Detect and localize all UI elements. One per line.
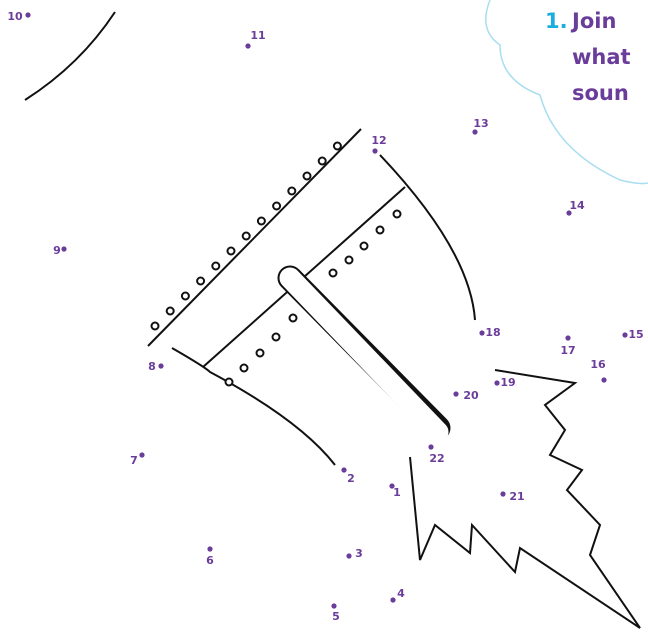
hole: [288, 188, 295, 195]
hole: [182, 293, 189, 300]
instruction-line: Join: [570, 9, 616, 33]
dot-label: 17: [560, 344, 575, 357]
dot-label: 22: [429, 452, 444, 465]
hole: [377, 227, 384, 234]
instruction-line: what: [572, 45, 631, 69]
dot: [207, 546, 212, 551]
hole: [226, 379, 233, 386]
hole: [152, 323, 159, 330]
hole: [334, 143, 341, 150]
dot: [472, 129, 477, 134]
dot-label: 20: [463, 389, 479, 402]
hole: [319, 158, 326, 165]
dot-label: 12: [371, 134, 386, 147]
instruction-number: 1.: [545, 9, 568, 33]
dot-label: 4: [397, 587, 405, 600]
dot: [453, 391, 458, 396]
dot-label: 9: [53, 244, 61, 257]
dot: [479, 330, 484, 335]
dot: [565, 335, 570, 340]
dot: [372, 148, 377, 153]
instruction-line: soun: [572, 81, 629, 105]
dot: [346, 553, 351, 558]
dot: [61, 246, 66, 251]
dot-label: 11: [250, 29, 265, 42]
dot-label: 8: [148, 360, 156, 373]
rocket-drawing: [25, 12, 640, 628]
dot: [601, 377, 606, 382]
dot-label: 18: [485, 326, 500, 339]
hole: [257, 350, 264, 357]
dot: [622, 332, 627, 337]
hole: [346, 257, 353, 264]
dot-label: 14: [569, 199, 585, 212]
dot-label: 5: [332, 610, 340, 623]
dot-label: 10: [7, 10, 23, 23]
hole: [273, 203, 280, 210]
dot-label: 19: [500, 376, 515, 389]
worksheet: 1. Join what soun 1234567891011121314151…: [0, 0, 648, 635]
dot-label: 6: [206, 554, 214, 567]
dot-label: 2: [347, 472, 355, 485]
hole: [228, 248, 235, 255]
hole: [273, 334, 280, 341]
hole: [394, 211, 401, 218]
page: 1. Join what soun 1234567891011121314151…: [0, 0, 648, 635]
dot: [494, 380, 499, 385]
dot-label: 1: [393, 486, 401, 499]
dot: [500, 491, 505, 496]
dot-label: 3: [355, 547, 363, 560]
hole: [212, 263, 219, 270]
dot: [25, 12, 30, 17]
dot: [341, 467, 346, 472]
dot-label: 16: [590, 358, 606, 371]
hole: [258, 218, 265, 225]
hole: [241, 365, 248, 372]
hole: [361, 243, 368, 250]
dot-label: 15: [628, 328, 643, 341]
dot: [390, 597, 395, 602]
dot-label: 7: [130, 454, 138, 467]
dot-label: 21: [509, 490, 524, 503]
dot: [139, 452, 144, 457]
dot: [428, 444, 433, 449]
dot: [158, 363, 163, 368]
dot: [245, 43, 250, 48]
hole: [197, 278, 204, 285]
hole: [167, 308, 174, 315]
hole: [290, 315, 297, 322]
dot: [331, 603, 336, 608]
hole: [243, 233, 250, 240]
dot-label: 13: [473, 117, 488, 130]
hole: [304, 173, 311, 180]
hole: [330, 270, 337, 277]
